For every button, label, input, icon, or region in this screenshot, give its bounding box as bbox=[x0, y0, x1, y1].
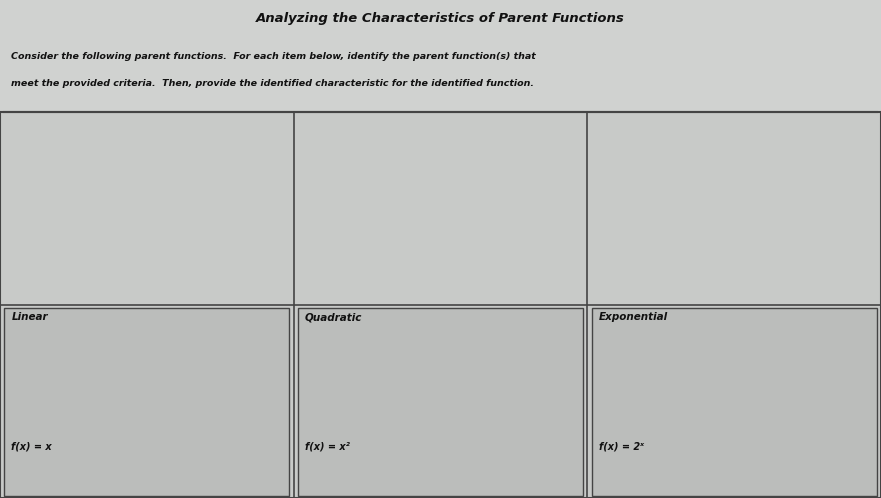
Text: Linear: Linear bbox=[11, 313, 48, 323]
Text: f(x) = 2ˣ: f(x) = 2ˣ bbox=[599, 441, 644, 451]
Text: meet the provided criteria.  Then, provide the identified characteristic for the: meet the provided criteria. Then, provid… bbox=[11, 79, 534, 88]
Text: f(x) = x²: f(x) = x² bbox=[305, 441, 350, 451]
Text: Quadratic: Quadratic bbox=[305, 313, 362, 323]
Text: Exponential: Exponential bbox=[599, 313, 668, 323]
Text: f(x) = x: f(x) = x bbox=[11, 441, 52, 451]
Text: Analyzing the Characteristics of Parent Functions: Analyzing the Characteristics of Parent … bbox=[256, 12, 625, 25]
Text: Consider the following parent functions.  For each item below, identify the pare: Consider the following parent functions.… bbox=[11, 52, 536, 61]
